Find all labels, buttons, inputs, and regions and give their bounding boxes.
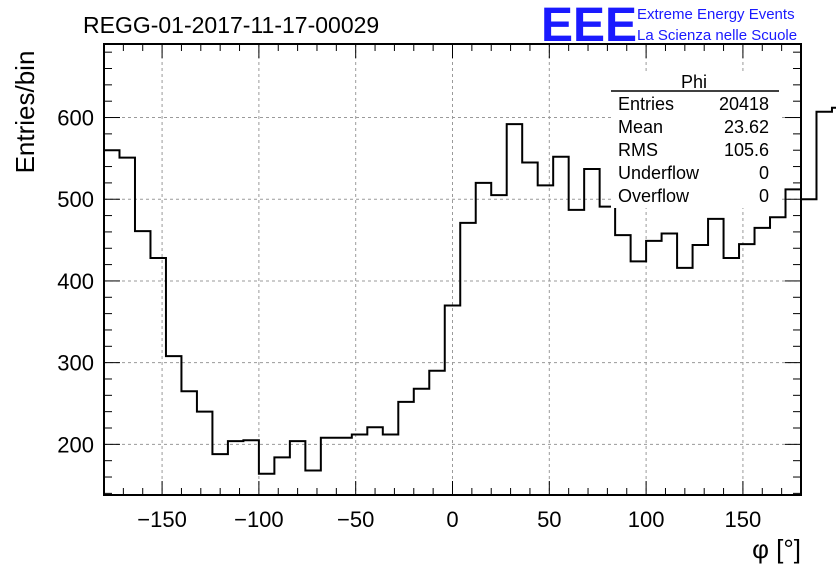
histogram-bin	[538, 185, 553, 495]
histogram-bin	[181, 391, 196, 495]
histogram-bin	[119, 158, 134, 495]
logo-line-2: La Scienza nelle Scuole	[637, 27, 797, 44]
y-tick-label: 600	[57, 106, 94, 131]
histogram-bin	[739, 244, 754, 495]
stats-label-entries: Entries	[618, 94, 674, 114]
x-tick-label: 0	[446, 507, 458, 532]
stats-title: Phi	[681, 72, 707, 92]
histogram-bin	[259, 474, 274, 495]
histogram-bin	[801, 199, 816, 495]
histogram-bin	[166, 356, 181, 495]
histogram-bin	[197, 412, 212, 495]
histogram-bin	[677, 268, 692, 495]
histogram-bin	[724, 258, 739, 495]
x-tick-label: −100	[234, 507, 284, 532]
histogram-bin	[615, 235, 630, 495]
eee-logo: EEE Extreme Energy Events La Scienza nel…	[541, 0, 797, 52]
stats-value-mean: 23.62	[724, 117, 769, 137]
histogram-bin	[228, 441, 243, 495]
histogram-bin	[398, 402, 413, 495]
histogram-bin	[553, 157, 568, 495]
logo-line-1: Extreme Energy Events	[637, 6, 795, 23]
y-tick-label: 400	[57, 269, 94, 294]
stats-box: Phi Entries 20418 Mean 23.62 RMS 105.6 U…	[611, 72, 779, 208]
histogram-bin	[755, 228, 770, 495]
histogram-bin	[305, 470, 320, 495]
stats-value-entries: 20418	[719, 94, 769, 114]
stats-value-rms: 105.6	[724, 140, 769, 160]
histogram-bin	[212, 454, 227, 495]
histogram-bin	[150, 258, 165, 495]
histogram-bin	[491, 195, 506, 495]
y-tick-label: 300	[57, 351, 94, 376]
histogram-bin	[243, 440, 258, 495]
histogram-bin	[460, 223, 475, 495]
stats-label-mean: Mean	[618, 117, 663, 137]
histogram-bin	[445, 305, 460, 495]
histogram-bin	[507, 124, 522, 495]
histogram-bin	[693, 245, 708, 495]
histogram-bin	[429, 371, 444, 495]
histogram-bin	[367, 427, 382, 495]
histogram-bin	[770, 217, 785, 495]
x-tick-label: 100	[628, 507, 665, 532]
histogram-bin	[631, 261, 646, 495]
stats-box-background	[611, 72, 779, 208]
histogram-bin	[662, 234, 677, 495]
histogram-bin	[352, 435, 367, 495]
grid	[104, 44, 801, 495]
chart-title: REGG-01-2017-11-17-00029	[83, 12, 379, 38]
y-tick-label: 500	[57, 187, 94, 212]
histogram-bin	[336, 438, 351, 495]
histogram-bin	[569, 210, 584, 495]
histogram-bin	[584, 169, 599, 495]
axis-ticks	[103, 44, 802, 495]
plot-frame	[103, 43, 802, 496]
histogram-bin	[321, 438, 336, 495]
histogram-bin	[708, 219, 723, 495]
histogram-bin	[646, 241, 661, 495]
histogram-bin	[135, 231, 150, 495]
histogram-bin	[522, 162, 537, 495]
histogram-bin	[600, 207, 615, 495]
histogram-bin	[383, 435, 398, 495]
x-tick-label: 150	[725, 507, 762, 532]
stats-value-overflow: 0	[759, 186, 769, 206]
histogram-bin	[414, 389, 429, 495]
histogram-bin	[104, 150, 119, 495]
stats-label-rms: RMS	[618, 140, 658, 160]
y-axis-title: Entries/bin	[10, 51, 40, 174]
axis-tick-labels: −150 −100 −50 0 50 100 150 200 300 400 500 600	[57, 106, 761, 532]
histogram-bin	[290, 441, 305, 495]
histogram-bin	[786, 189, 801, 495]
histogram-bin	[476, 183, 491, 495]
x-tick-label: −150	[137, 507, 187, 532]
histogram-bin	[816, 112, 831, 495]
x-tick-label: 50	[537, 507, 561, 532]
x-tick-label: −50	[337, 507, 374, 532]
histogram-bin	[832, 108, 836, 495]
histogram-bin	[274, 457, 289, 495]
histogram-line	[104, 106, 836, 475]
x-axis-title: φ [°]	[752, 534, 801, 564]
stats-label-underflow: Underflow	[618, 163, 700, 183]
y-tick-label: 200	[57, 432, 94, 457]
stats-value-underflow: 0	[759, 163, 769, 183]
stats-label-overflow: Overflow	[618, 186, 690, 206]
